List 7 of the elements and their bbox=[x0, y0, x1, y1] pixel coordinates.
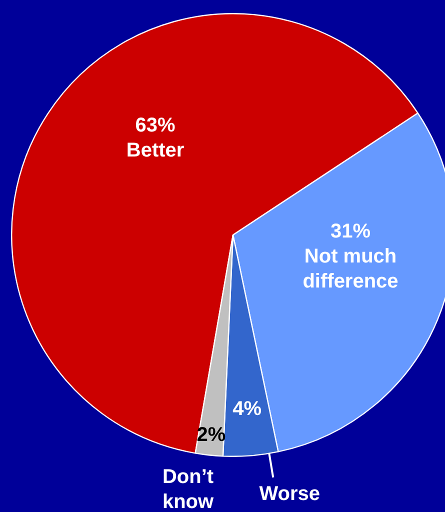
data-label: 63% bbox=[135, 114, 176, 136]
data-label: 31% bbox=[330, 220, 371, 243]
slice-label: Better bbox=[126, 139, 184, 162]
slice-label: Worse bbox=[259, 483, 320, 506]
slice-label: Don’t know bbox=[162, 466, 214, 512]
slice-label: Not much difference bbox=[302, 246, 398, 293]
data-label: 4% bbox=[232, 398, 262, 420]
